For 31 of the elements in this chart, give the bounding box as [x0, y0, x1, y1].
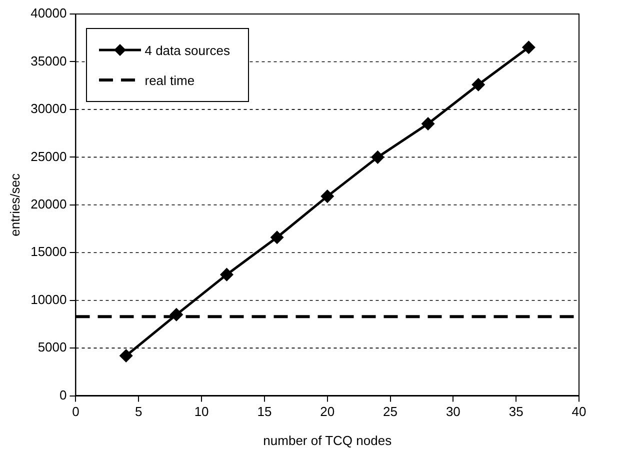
- x-tick-label: 15: [257, 404, 272, 420]
- y-tick-label: 35000: [30, 53, 67, 68]
- y-tick-label: 10000: [30, 292, 67, 307]
- legend-label: real time: [144, 72, 195, 88]
- x-tick-label: 35: [508, 404, 524, 420]
- point: [170, 308, 183, 321]
- x-tick-label: 5: [135, 404, 142, 420]
- point: [270, 231, 284, 244]
- y-tick-label: 40000: [30, 6, 67, 21]
- point: [522, 41, 535, 54]
- y-tick-label: 25000: [30, 148, 67, 164]
- point: [472, 78, 485, 91]
- x-tick-label: 20: [320, 404, 335, 420]
- y-tick-label: 30000: [30, 101, 67, 116]
- x-axis-title: number of TCQ nodes: [263, 432, 392, 448]
- point: [220, 268, 233, 281]
- point: [120, 349, 132, 362]
- y-axis-title: entries/sec: [7, 172, 22, 236]
- y-tick-label: 0: [60, 387, 67, 402]
- point: [321, 190, 334, 203]
- x-tick-label: 30: [446, 404, 460, 420]
- point: [422, 118, 434, 130]
- x-tick-label: 25: [383, 404, 398, 420]
- y-tick-label: 20000: [30, 196, 67, 212]
- y-tick-label: 15000: [30, 244, 67, 260]
- x-tick-label: 10: [194, 404, 209, 420]
- point: [371, 150, 384, 164]
- x-tick-label: 40: [572, 404, 586, 420]
- legend-label: 4 data sources: [144, 42, 230, 58]
- y-tick-label: 5000: [38, 340, 67, 355]
- x-tick-label: 0: [72, 404, 80, 420]
